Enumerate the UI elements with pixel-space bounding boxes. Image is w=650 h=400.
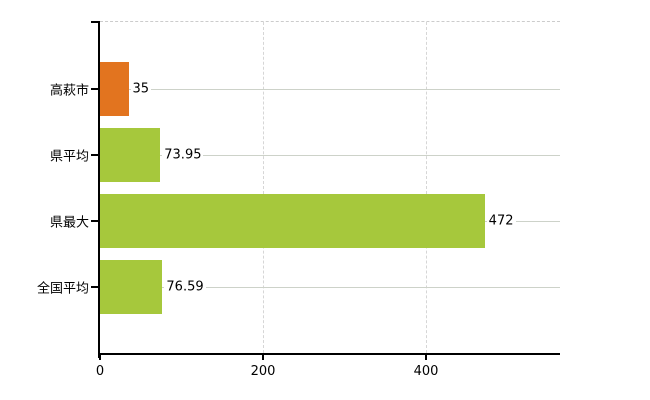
x-axis-tick	[425, 355, 427, 360]
category-label: 県平均	[49, 149, 89, 165]
plot-top-border	[100, 21, 560, 22]
x-tick-label: 400	[413, 364, 439, 379]
value-label: 472	[486, 213, 516, 229]
bar	[100, 260, 163, 314]
x-tick-label: 0	[95, 364, 105, 379]
y-axis-tick	[91, 88, 99, 90]
category-label: 全国平均	[36, 281, 89, 297]
vertical-gridline	[263, 22, 264, 353]
value-label: 73.95	[162, 147, 204, 163]
horizontal-gridline	[100, 287, 560, 288]
y-axis	[98, 21, 100, 358]
x-axis	[98, 353, 560, 355]
x-axis-tick	[262, 355, 264, 360]
y-axis-tick	[91, 154, 99, 156]
vertical-gridline	[426, 22, 427, 353]
plot-area: 0 200 400 35 73.95 472 76.59	[91, 21, 560, 379]
x-tick-label: 200	[250, 364, 276, 379]
value-label: 76.59	[164, 279, 206, 295]
horizontal-gridline	[100, 89, 560, 90]
value-label: 35	[130, 81, 152, 97]
bar	[100, 62, 129, 116]
y-axis-tick	[91, 220, 99, 222]
horizontal-gridline	[100, 155, 560, 156]
y-axis-tick	[91, 286, 99, 288]
bar	[100, 128, 161, 182]
category-label: 県最大	[49, 215, 89, 231]
y-axis-top-tick	[91, 21, 100, 23]
category-label: 高萩市	[49, 83, 89, 99]
x-axis-tick	[99, 355, 101, 360]
bar	[100, 194, 485, 248]
